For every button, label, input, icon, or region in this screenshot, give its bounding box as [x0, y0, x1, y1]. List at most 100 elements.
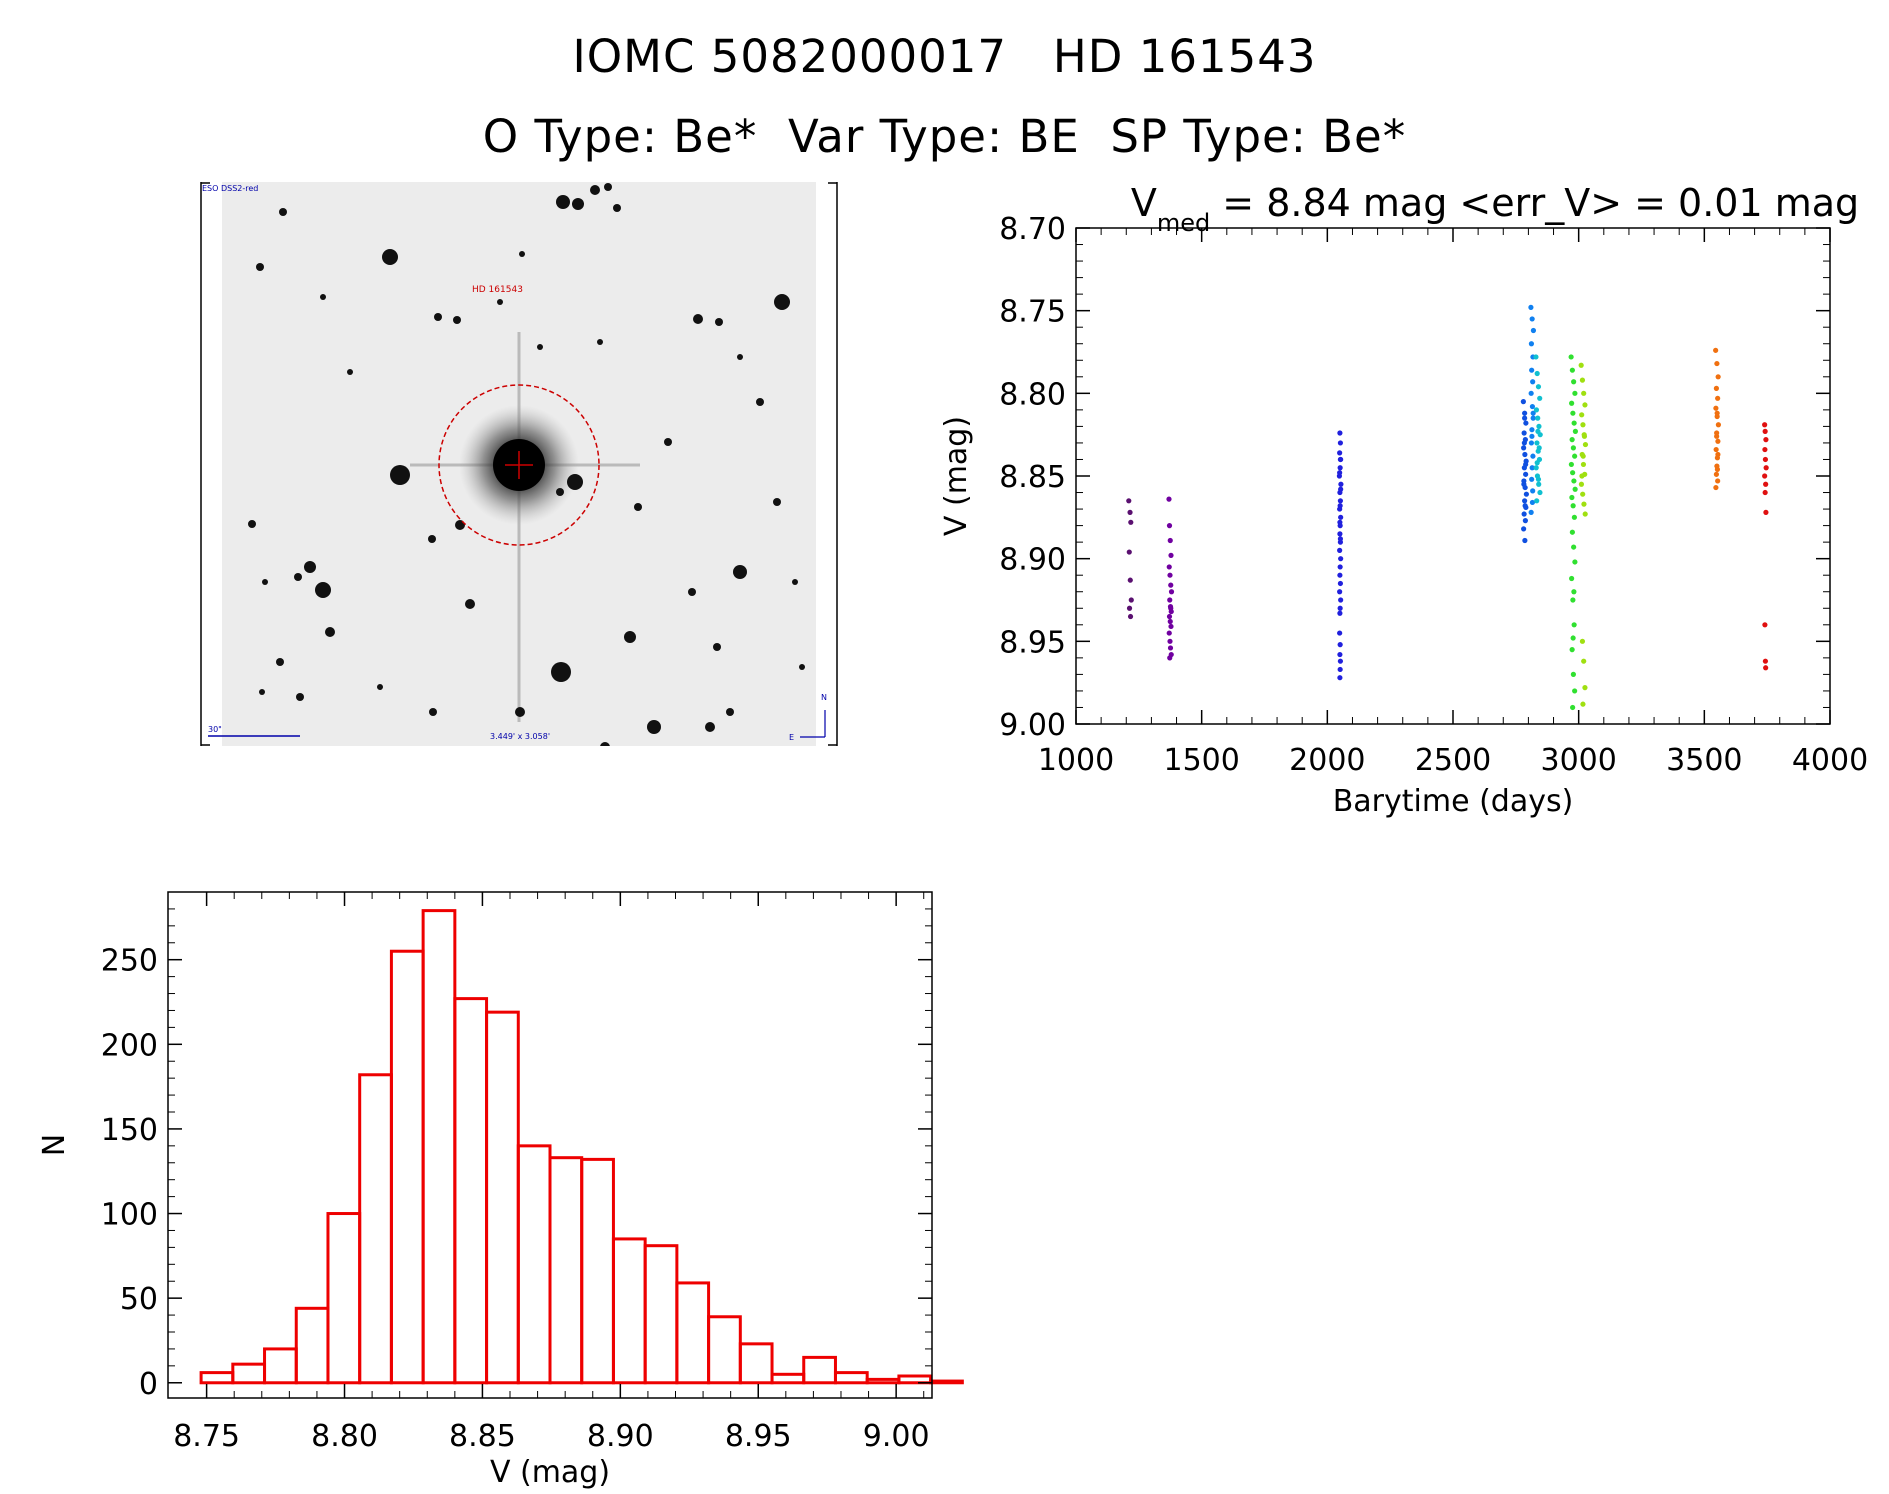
- lc-data-point: [1530, 415, 1536, 421]
- histogram-bar: [643, 1244, 679, 1385]
- lc-data-point: [1337, 470, 1343, 476]
- lc-data-point: [1571, 589, 1577, 595]
- lc-data-point: [1763, 665, 1769, 671]
- lc-data-point: [1762, 473, 1768, 479]
- lc-data-point: [1522, 498, 1528, 504]
- lc-data-point: [1763, 465, 1769, 471]
- lc-data-point: [1714, 410, 1720, 416]
- histogram-bar: [516, 1144, 552, 1385]
- histogram-bar: [770, 1372, 806, 1385]
- lc-data-point: [1713, 471, 1719, 477]
- lc-data-point: [1763, 481, 1769, 487]
- lc-data-point: [1570, 410, 1576, 416]
- lc-data-point: [1570, 503, 1576, 509]
- lc-data-point: [1337, 651, 1343, 658]
- lc-data-point: [1528, 509, 1534, 515]
- lc-data-point: [1534, 370, 1540, 377]
- lc-data-point: [1572, 559, 1578, 565]
- histogram-bar: [580, 1157, 615, 1385]
- lc-data-point: [1337, 440, 1344, 446]
- hist-ytick-label: 50: [120, 1282, 158, 1317]
- lc-data-point: [1167, 618, 1173, 625]
- lc-data-point: [1568, 354, 1574, 360]
- lc-xtick-label: 4000: [1792, 743, 1868, 778]
- histogram-bar: [897, 1374, 933, 1385]
- lc-data-point: [1535, 384, 1542, 390]
- lc-data-point: [1528, 341, 1535, 347]
- hist-ylabel: N: [40, 1134, 72, 1156]
- lc-data-point: [1570, 671, 1576, 677]
- lc-title: Vmed = 8.84 mag <err_V> = 0.01 mag: [1131, 181, 1859, 237]
- histogram-bar: [358, 1073, 393, 1385]
- lc-data-point: [1762, 622, 1768, 628]
- target-circle: [438, 384, 600, 546]
- lc-data-point: [1529, 499, 1536, 506]
- histogram-chart: 8.75 8.80 8.85 8.90 8.95 9.00 0 50 100 150 200 250 V…: [40, 891, 964, 1490]
- lc-data-point: [1569, 575, 1575, 582]
- lc-data-point: [1535, 476, 1542, 482]
- lc-data-point: [1568, 461, 1574, 468]
- lc-data-point: [1528, 304, 1534, 310]
- lc-data-point: [1522, 451, 1528, 458]
- lc-data-point: [1167, 572, 1173, 578]
- lc-data-point: [1523, 471, 1529, 477]
- lc-data-point: [1763, 437, 1769, 443]
- page-title: IOMC 5082000017 HD 161543: [572, 30, 1317, 83]
- lc-data-point: [1580, 461, 1587, 468]
- lc-data-point: [1529, 427, 1535, 433]
- lc-data-point: [1337, 675, 1343, 681]
- lc-data-point: [1521, 440, 1527, 446]
- lc-data-point: [1127, 613, 1134, 620]
- histogram-bar: [675, 1281, 711, 1385]
- lc-ytick-label: 8.90: [999, 543, 1066, 578]
- lc-data-point: [1166, 496, 1172, 502]
- lc-data-point: [1713, 446, 1719, 453]
- lc-ytick-label: 8.80: [999, 377, 1066, 412]
- lc-data-point: [1762, 428, 1768, 434]
- lc-data-point: [1337, 589, 1343, 595]
- lc-data-point: [1537, 395, 1543, 401]
- lc-data-point: [1533, 465, 1539, 471]
- lc-data-point: [1581, 433, 1588, 439]
- lc-data-point: [1337, 498, 1344, 504]
- lc-data-point: [1167, 597, 1173, 603]
- lc-data-point: [1570, 470, 1576, 476]
- lc-xtick-label: 2500: [1415, 743, 1491, 778]
- lc-data-point: [1521, 526, 1527, 532]
- histogram-bar: [611, 1237, 647, 1385]
- hist-xtick-label: 8.75: [173, 1419, 240, 1454]
- histogram-bar: [802, 1355, 837, 1385]
- lc-data-point: [1581, 390, 1587, 396]
- hist-ytick-label: 200: [101, 1028, 158, 1063]
- lc-data-point: [1763, 509, 1769, 515]
- lc-data-point: [1529, 465, 1535, 471]
- lc-ytick-label: 8.70: [999, 212, 1066, 247]
- lc-data-point: [1338, 514, 1344, 520]
- histogram-bar: [485, 1010, 520, 1385]
- lc-data-point: [1570, 597, 1576, 603]
- lc-data-point: [1571, 420, 1577, 426]
- lc-data-point: [1128, 519, 1134, 525]
- lc-data-point: [1535, 415, 1541, 421]
- target-label: HD 161543: [472, 285, 523, 295]
- lc-data-point: [1582, 685, 1588, 691]
- lc-data-point: [1714, 466, 1721, 472]
- hist-xtick-label: 8.90: [587, 1419, 654, 1454]
- lc-data-point: [1572, 390, 1578, 396]
- lc-data-point: [1534, 440, 1540, 446]
- lc-data-point: [1523, 461, 1529, 468]
- histogram-bar: [865, 1377, 901, 1385]
- lc-data-point: [1338, 481, 1344, 487]
- lc-xtick-label: 2000: [1289, 743, 1365, 778]
- lc-data-point: [1167, 638, 1173, 644]
- lc-data-point: [1337, 610, 1343, 616]
- lc-data-point: [1522, 503, 1528, 509]
- lc-data-point: [1579, 377, 1586, 383]
- lc-data-point: [1166, 523, 1173, 529]
- lc-data-point: [1337, 572, 1343, 578]
- hist-plot-frame: [167, 891, 933, 1399]
- lc-data-point: [1571, 622, 1577, 628]
- lc-data-point: [1520, 399, 1526, 405]
- lc-title-prefix: V: [1131, 181, 1157, 225]
- lc-data-point: [1713, 484, 1719, 491]
